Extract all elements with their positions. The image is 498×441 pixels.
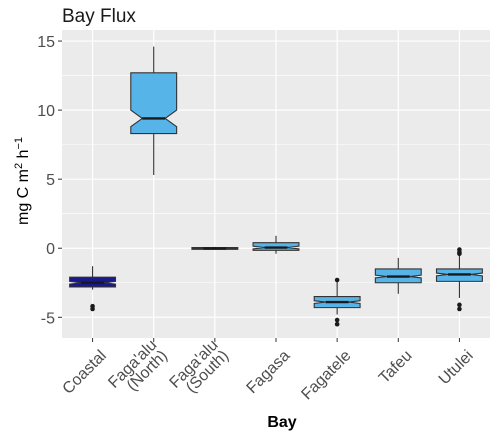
box-body	[130, 72, 178, 135]
box-group	[69, 266, 117, 312]
y-tick-label: -5	[41, 310, 55, 327]
outlier-point	[90, 306, 95, 312]
box-group	[130, 46, 178, 176]
box-group	[252, 235, 300, 254]
outlier-point	[334, 277, 340, 283]
outlier-point	[457, 306, 462, 312]
x-tick-label-line: Coastal	[60, 347, 110, 397]
x-tick-label: Faga'alu(South)	[166, 337, 232, 403]
x-tick-label: Fagatele	[298, 347, 354, 403]
y-tick-label: 15	[37, 34, 55, 51]
box-group	[435, 247, 483, 312]
box-group	[191, 246, 239, 250]
y-axis-title-prefix: mg C m	[15, 169, 32, 225]
x-tick-label-line: Tafeu	[376, 347, 416, 387]
y-axis-title: mg C m2 h−1	[13, 137, 32, 225]
x-tick-label-line: Fagatele	[298, 347, 354, 403]
outlier-point	[457, 251, 462, 257]
outlier-point	[457, 302, 462, 308]
box-group	[313, 277, 361, 327]
y-axis-title-sup1: 2	[13, 163, 25, 169]
x-tick-label: Coastal	[60, 347, 110, 397]
box-group	[374, 257, 422, 294]
y-tick-label: 0	[46, 241, 55, 258]
box-series	[69, 46, 483, 327]
y-tick-label: 10	[37, 103, 55, 120]
y-tick-label: 5	[46, 172, 55, 189]
y-axis-title-sup2: −1	[13, 137, 25, 150]
x-axis-title: Bay	[267, 414, 296, 431]
y-axis-title-middle: h	[15, 150, 32, 163]
x-tick-label: Tafeu	[376, 347, 416, 387]
x-tick-label: Faga'alu(North)	[105, 337, 171, 403]
chart-title: Bay Flux	[62, 6, 136, 27]
outlier-point	[334, 321, 340, 327]
x-tick-label: Utulei	[436, 347, 477, 388]
x-tick-label: Fagasa	[244, 347, 294, 397]
x-tick-label-line: Fagasa	[244, 347, 294, 397]
x-tick-label-line: Utulei	[436, 347, 477, 388]
outlier-point	[334, 317, 340, 323]
